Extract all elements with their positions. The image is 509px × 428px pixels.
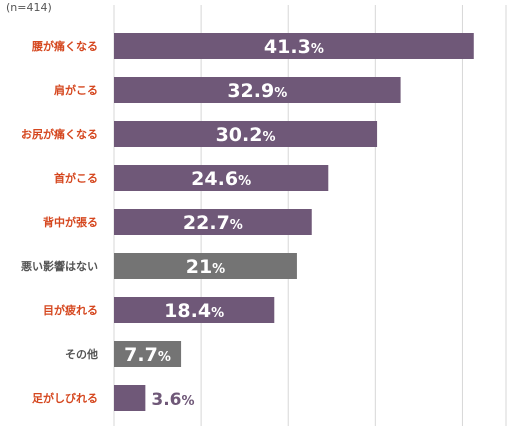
sample-size-note: (n=414)	[6, 1, 52, 14]
bar	[114, 209, 312, 235]
data-label: 22.7%	[183, 212, 243, 234]
bar	[114, 77, 401, 103]
category-label: 足がしびれる	[32, 391, 98, 405]
category-label: 腰が痛くなる	[31, 39, 98, 53]
category-label: 目が疲れる	[43, 303, 98, 317]
bars: 腰が痛くなる 41.3% 肩がこる 32.9% お尻が痛くなる 30.2% 首がこる 24.6…	[21, 33, 474, 411]
category-label: お尻が痛くなる	[21, 127, 98, 141]
bar	[114, 297, 275, 323]
data-label: 7.7%	[124, 344, 171, 366]
bar	[114, 121, 378, 147]
bar	[114, 385, 146, 411]
category-label: 首がこる	[54, 171, 98, 185]
data-label: 30.2%	[216, 124, 276, 146]
data-label: 18.4%	[164, 300, 224, 322]
data-label: 24.6%	[191, 168, 251, 190]
data-label: 21%	[186, 256, 225, 278]
data-label: 32.9%	[227, 80, 287, 102]
bar	[114, 253, 297, 279]
category-label: 悪い影響はない	[21, 259, 98, 273]
data-label: 3.6%	[151, 390, 194, 410]
category-label: 肩がこる	[54, 83, 98, 97]
bar	[114, 165, 329, 191]
bar	[114, 33, 474, 59]
category-label: その他	[65, 347, 98, 361]
data-label: 41.3%	[264, 36, 324, 58]
bar	[114, 341, 182, 367]
category-label: 背中が張る	[43, 215, 98, 229]
